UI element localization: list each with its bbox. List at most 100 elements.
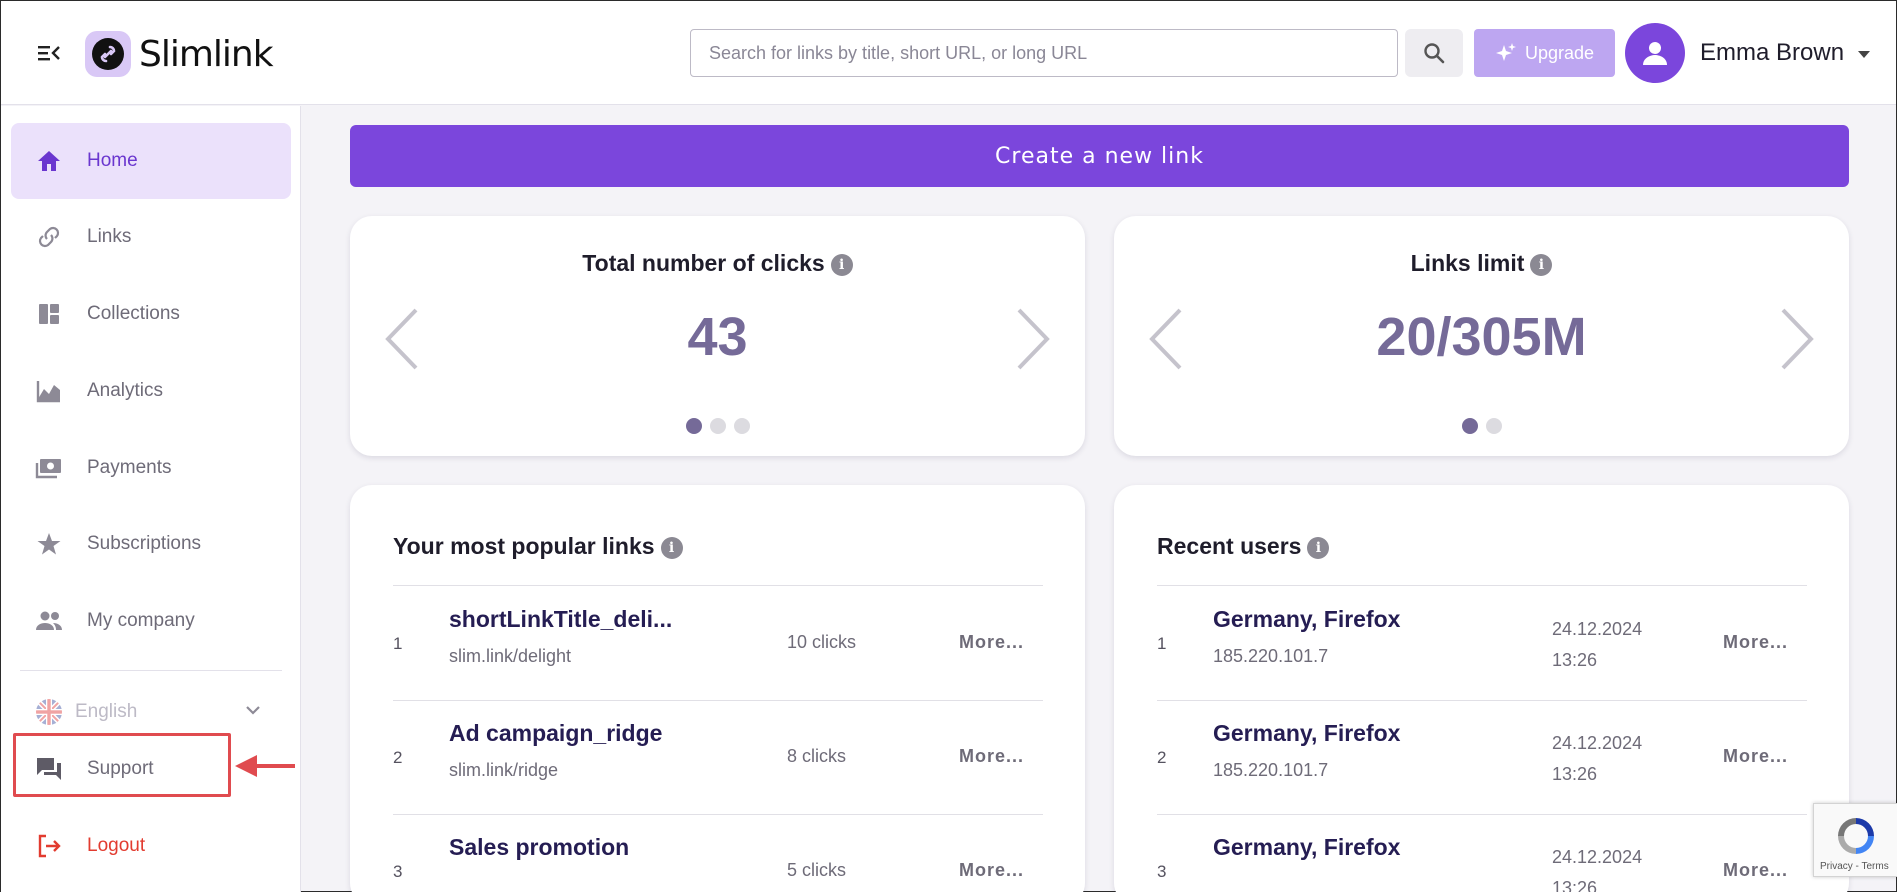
chat-icon [35, 755, 63, 783]
pointer-arrow-icon [235, 755, 295, 777]
sidebar-item-home[interactable]: Home [11, 123, 291, 199]
list-item[interactable]: 3 Germany, Firefox 24.12.2024 13:26 More.… [1157, 814, 1807, 892]
carousel-dot[interactable] [1485, 418, 1502, 434]
link-icon [35, 223, 63, 251]
row-number: 1 [393, 634, 403, 653]
home-icon [35, 147, 63, 175]
list-item[interactable]: 1 shortLinkTitle_deli... slim.link/delig… [393, 586, 1043, 700]
user-location: Germany, Firefox [1213, 720, 1401, 746]
list-item[interactable]: 3 Sales promotion 5 clicks More... [393, 814, 1043, 892]
visit-datetime: 24.12.2024 13:26 [1552, 733, 1643, 784]
chevron-right-icon[interactable] [1011, 306, 1055, 372]
carousel-dot[interactable] [1461, 418, 1478, 434]
sidebar-item-collections[interactable]: Collections [11, 276, 291, 352]
recaptcha-badge[interactable]: Privacy - Terms [1813, 803, 1897, 877]
list-divider [1157, 585, 1807, 586]
link-clicks: 5 clicks [787, 860, 847, 880]
list-divider [393, 700, 1043, 701]
sidebar-item-label: My company [87, 610, 195, 631]
top-header: Slimlink Upgrade Emma Brown [1, 1, 1896, 105]
recent-users-card: Recent users i 1 Germany, Firefox 185.220… [1114, 485, 1849, 892]
total-clicks-card: Total number of clicks i 43 [350, 216, 1085, 456]
chevron-right-icon[interactable] [1775, 306, 1819, 372]
sidebar-item-label: Links [87, 226, 132, 247]
link-title[interactable]: Sales promotion [449, 834, 630, 860]
create-new-link-button[interactable]: Create a new link [350, 125, 1849, 187]
search-button[interactable] [1405, 29, 1463, 77]
sidebar-divider [20, 670, 282, 671]
upgrade-button[interactable]: Upgrade [1474, 29, 1615, 77]
person-icon [1643, 42, 1667, 65]
sidebar-item-support[interactable]: Support [11, 731, 291, 807]
list-divider [1157, 814, 1807, 815]
more-link[interactable]: More... [959, 632, 1025, 652]
stat-title: Links limit i [1114, 250, 1849, 277]
more-link[interactable]: More... [959, 746, 1025, 766]
sidebar-item-payments[interactable]: Payments [11, 430, 291, 506]
visit-datetime: 24.12.2024 13:26 [1552, 847, 1643, 892]
link-title[interactable]: shortLinkTitle_deli... [449, 606, 673, 632]
popular-links-title: Your most popular links i [393, 533, 683, 560]
carousel-dot[interactable] [709, 418, 726, 434]
more-link[interactable]: More... [1723, 632, 1789, 652]
uk-flag-icon [36, 699, 62, 725]
more-link[interactable]: More... [1723, 746, 1789, 766]
info-icon[interactable]: i [660, 537, 683, 559]
row-number: 3 [1157, 862, 1167, 881]
list-item[interactable]: 2 Ad campaign_ridge slim.link/ridge 8 cl… [393, 700, 1043, 814]
sidebar-item-subscriptions[interactable]: Subscriptions [11, 506, 291, 582]
total-clicks-value: 43 [687, 307, 748, 367]
link-clicks: 10 clicks [787, 632, 857, 652]
info-icon[interactable]: i [1307, 537, 1330, 559]
list-item[interactable]: 2 Germany, Firefox 185.220.101.7 24.12.2… [1157, 700, 1807, 814]
search-input[interactable] [690, 29, 1398, 77]
visit-datetime: 24.12.2024 13:26 [1552, 619, 1643, 670]
link-clicks: 8 clicks [787, 746, 847, 766]
sidebar-item-label: Subscriptions [87, 533, 202, 554]
user-name[interactable]: Emma Brown [1700, 39, 1845, 66]
sidebar-item-analytics[interactable]: Analytics [11, 353, 291, 429]
user-avatar[interactable] [1625, 23, 1685, 83]
sidebar-item-label: Analytics [87, 380, 164, 401]
sidebar-item-label: Home [87, 150, 138, 171]
more-link[interactable]: More... [959, 860, 1025, 880]
recaptcha-icon [1838, 818, 1874, 854]
chevron-left-icon[interactable] [380, 306, 424, 372]
app-logo[interactable]: Slimlink [85, 31, 274, 77]
recaptcha-links[interactable]: Privacy - Terms [1820, 861, 1889, 872]
links-limit-value: 20/305M [1376, 307, 1587, 367]
people-icon [35, 607, 63, 635]
row-number: 3 [393, 862, 403, 881]
row-number: 1 [1157, 634, 1167, 653]
more-link[interactable]: More... [1723, 860, 1789, 880]
link-url[interactable]: slim.link/delight [449, 646, 572, 666]
sparkle-icon [1495, 43, 1516, 61]
language-selector[interactable]: English [35, 697, 265, 727]
user-ip: 185.220.101.7 [1213, 646, 1329, 666]
sidebar-item-label: Support [87, 758, 154, 779]
logo-icon [85, 31, 131, 77]
list-item[interactable]: 1 Germany, Firefox 185.220.101.7 24.12.2… [1157, 586, 1807, 700]
link-title[interactable]: Ad campaign_ridge [449, 720, 663, 746]
analytics-icon [35, 377, 63, 405]
info-icon[interactable]: i [1530, 254, 1553, 276]
sidebar-item-logout[interactable]: Logout [11, 808, 291, 884]
carousel-dot[interactable] [733, 418, 750, 434]
recent-users-title: Recent users i [1157, 533, 1330, 560]
link-url[interactable]: slim.link/ridge [449, 760, 559, 780]
carousel-dots [1114, 418, 1849, 434]
user-menu-caret-icon[interactable] [1857, 47, 1871, 58]
carousel-dot[interactable] [685, 418, 702, 434]
sidebar-item-label: Collections [87, 303, 180, 324]
user-location: Germany, Firefox [1213, 834, 1401, 860]
sidebar-item-label: Payments [87, 457, 172, 478]
info-icon[interactable]: i [830, 254, 853, 276]
logout-icon [35, 832, 63, 860]
sidebar-item-label: Logout [87, 835, 146, 856]
upgrade-label: Upgrade [1524, 42, 1595, 63]
language-label: English [75, 701, 138, 722]
sidebar-item-links[interactable]: Links [11, 199, 291, 275]
chevron-left-icon[interactable] [1144, 306, 1188, 372]
menu-collapse-icon[interactable] [35, 41, 63, 65]
sidebar-item-my-company[interactable]: My company [11, 583, 291, 659]
